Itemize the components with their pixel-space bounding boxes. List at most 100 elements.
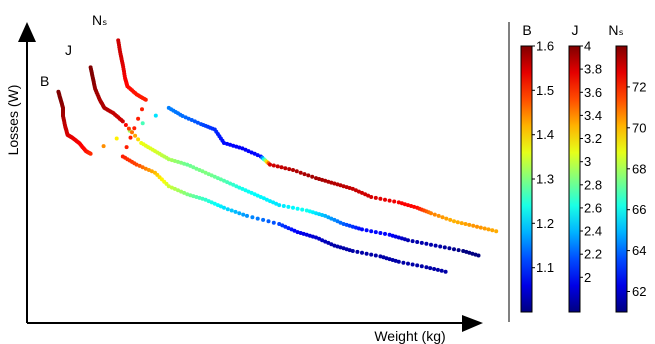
scatter-point-j <box>326 215 331 220</box>
scatter-point-j <box>185 162 190 167</box>
colorbar-tick-label: 68 <box>632 161 646 176</box>
colorbar-tick-label: 3.4 <box>584 108 602 123</box>
scatter-point-j <box>258 195 263 199</box>
scatter-point-j <box>470 251 475 256</box>
scatter-point-j <box>136 137 141 142</box>
scatter-point-b <box>402 202 407 207</box>
scatter-point-ns <box>314 235 318 240</box>
scatter-point-b <box>279 165 284 170</box>
scatter-point-j <box>277 203 282 208</box>
scatter-point-ns <box>410 262 415 267</box>
scatter-point-j <box>323 213 328 218</box>
scatter-point-j <box>456 248 461 253</box>
scatter-point-j <box>166 157 171 162</box>
scatter-point-j <box>402 237 407 242</box>
scatter-point-ns <box>143 166 148 171</box>
colorbar-tick-label: 62 <box>632 284 646 299</box>
scatter-point-ns <box>406 261 410 266</box>
curve-labels: B J Nₛ <box>40 12 107 89</box>
scatter-point-ns <box>390 258 395 262</box>
scatter-point-j <box>304 208 309 213</box>
scatter-point-ns <box>176 188 180 193</box>
scatter-point-b <box>486 227 491 232</box>
scatter-point-b <box>459 221 464 226</box>
scatter-point-b <box>363 192 368 197</box>
scatter-point-j <box>473 252 478 257</box>
scatter-point-j <box>383 231 387 236</box>
scatter-point-b <box>186 116 191 121</box>
scatter-point-ns <box>381 255 386 260</box>
colorbar-tick-label: 3.2 <box>584 131 602 146</box>
scatter-point-ns <box>304 232 309 237</box>
scatter-point-b <box>338 183 343 188</box>
scatter-point-b <box>366 193 371 198</box>
scatter-point-ns <box>229 208 234 213</box>
scatter-point-j <box>286 204 291 209</box>
scatter-point-ns <box>310 234 315 239</box>
scatter-point-ns <box>283 224 288 229</box>
scatter-point-b <box>287 167 292 172</box>
scatter-point-b <box>291 168 295 172</box>
scatter-point-ns <box>169 185 174 190</box>
scatter-point-b <box>88 151 93 156</box>
scatter-point-j <box>255 193 260 198</box>
scatter-point-ns <box>295 230 300 235</box>
scatter-point-j <box>461 249 466 253</box>
scatter-point-ns <box>393 258 398 263</box>
scatter-point-j <box>295 206 300 211</box>
scatter-point-b <box>373 195 378 200</box>
scatter-point-ns <box>320 238 325 243</box>
scatter-point-b <box>326 179 331 184</box>
scatter-point-b <box>249 150 254 155</box>
scatter-point-b <box>231 143 236 148</box>
scatter-point-b <box>225 141 230 146</box>
x-axis-arrow <box>462 315 483 332</box>
scatter-point-ns <box>136 116 141 121</box>
scatter-point-j <box>300 207 305 212</box>
scatter-point-b <box>335 182 340 187</box>
scatter-point-j <box>191 165 196 170</box>
scatter-point-ns <box>378 254 383 259</box>
scatter-point-ns <box>209 200 214 205</box>
scatter-point-j <box>476 253 481 258</box>
scatter-point-b <box>252 151 257 156</box>
scatter-point-b <box>444 216 449 221</box>
scatter-point-b <box>275 164 280 169</box>
scatter-point-j <box>424 241 429 246</box>
scatter-point-b <box>455 220 460 225</box>
scatter-point-ns <box>124 145 129 150</box>
curve-label-ns: Nₛ <box>92 12 107 28</box>
scatter-point-ns <box>172 186 177 191</box>
scatter-point-j <box>429 242 433 247</box>
scatter-point-b <box>432 212 437 217</box>
curve-label-b: B <box>40 73 49 89</box>
scatter-point-ns <box>424 265 429 270</box>
colorbar-tick-label: 70 <box>632 120 646 135</box>
scatter-point-b <box>378 196 383 201</box>
scatter-point-j <box>246 189 251 194</box>
scatter-point-b <box>195 120 200 125</box>
scatter-point-ns <box>212 201 217 206</box>
scatter-point-ns <box>218 204 223 209</box>
scatter-point-j <box>179 160 184 165</box>
scatter-point-j <box>373 230 378 235</box>
scatter-point-b <box>323 178 328 183</box>
scatter-point-b <box>310 174 315 179</box>
scatter-point-j <box>393 234 398 239</box>
scatter-point-ns <box>323 239 328 244</box>
colorbar-tick-label: 1.5 <box>536 83 554 98</box>
y-axis-arrow <box>18 22 36 42</box>
scatter-point-ns <box>233 209 238 214</box>
scatter-point-j <box>399 236 404 241</box>
scatter-point-b <box>478 225 483 230</box>
colorbar-tick-label: 3.6 <box>584 85 602 100</box>
colorbar-tick-label: 1.4 <box>536 127 554 142</box>
scatter-point-j <box>387 232 392 237</box>
scatter-point-b <box>392 199 397 204</box>
scatter-point-j <box>228 181 233 186</box>
scatter-point-b <box>387 198 392 203</box>
scatter-point-ns <box>401 260 406 265</box>
scatter-point-b <box>255 153 260 158</box>
colorbar-tick-label: 1.1 <box>536 260 554 275</box>
colorbar-title-2: Nₛ <box>608 22 623 38</box>
